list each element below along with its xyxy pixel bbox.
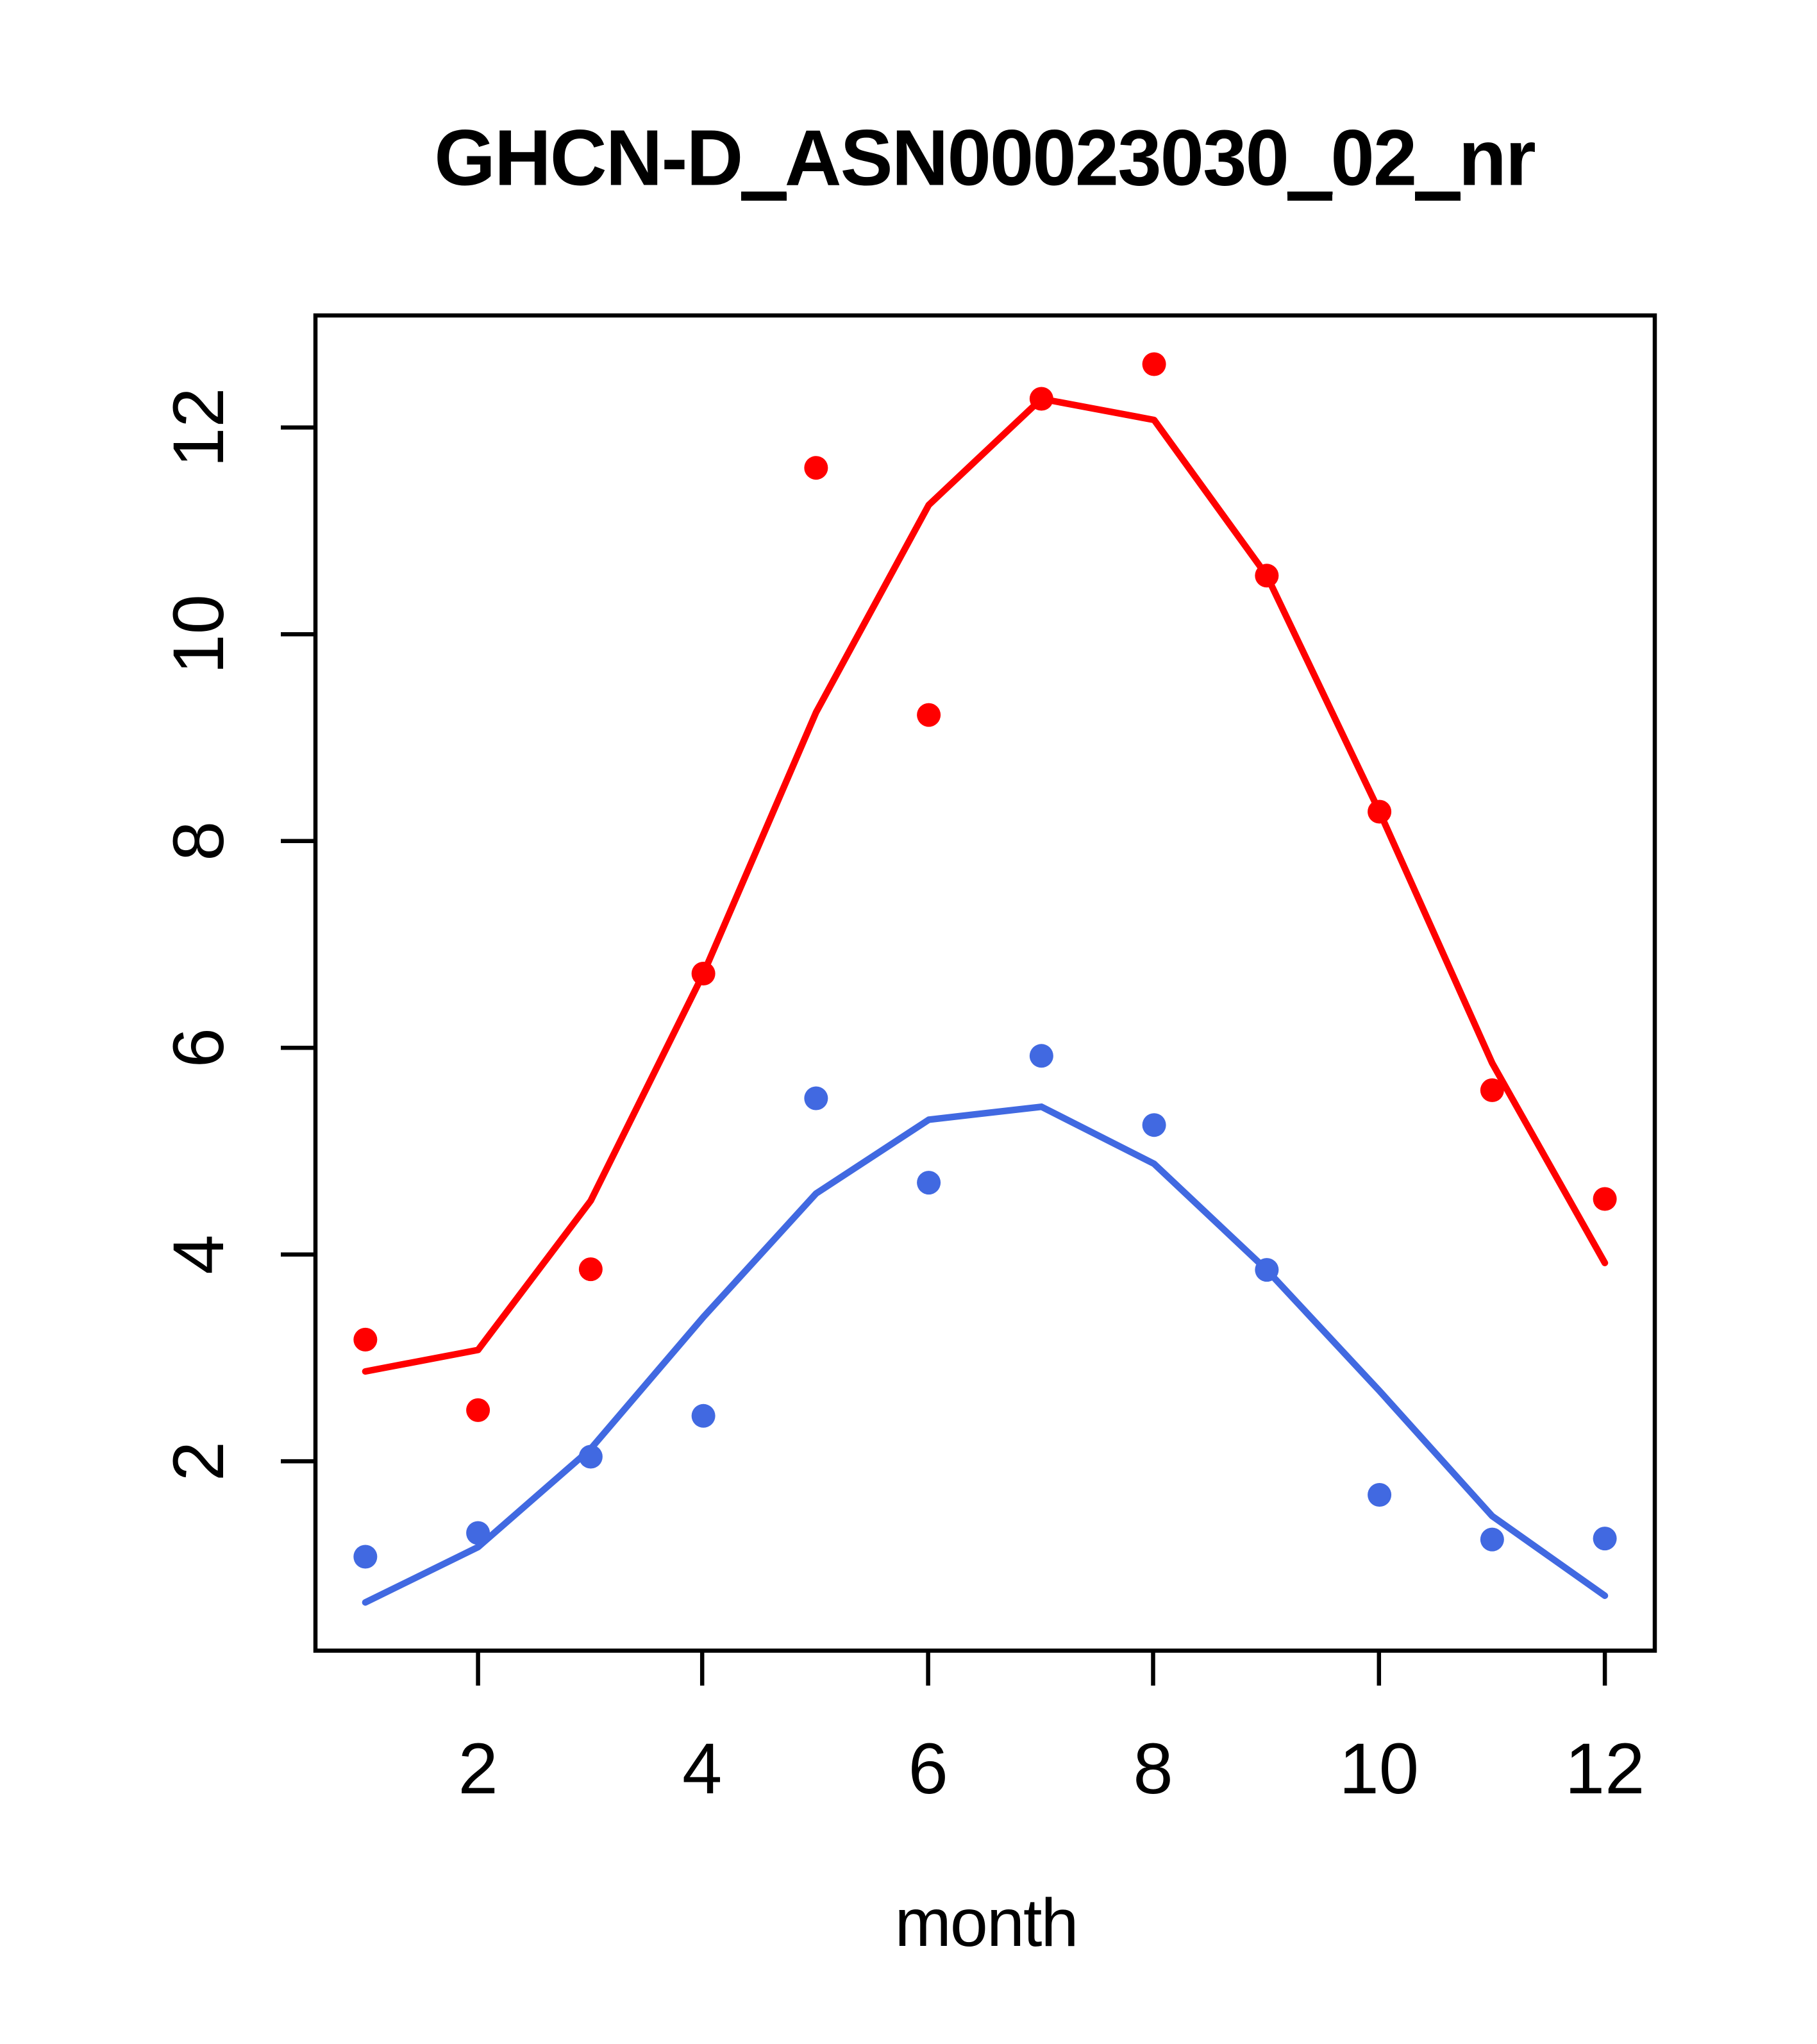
svg-text:12: 12 [1565, 1729, 1645, 1809]
svg-text:2: 2 [458, 1729, 498, 1809]
svg-text:12: 12 [158, 387, 239, 467]
svg-text:8: 8 [1133, 1729, 1173, 1809]
svg-text:2: 2 [158, 1441, 239, 1481]
svg-text:4: 4 [158, 1234, 239, 1274]
svg-text:10: 10 [158, 594, 239, 674]
svg-text:6: 6 [908, 1729, 948, 1809]
svg-text:GHCN-D_ASN00023030_02_nr: GHCN-D_ASN00023030_02_nr [434, 114, 1536, 202]
svg-text:month: month [895, 1885, 1079, 1961]
svg-text:6: 6 [158, 1028, 239, 1068]
svg-text:10: 10 [1339, 1729, 1419, 1809]
svg-text:4: 4 [682, 1729, 722, 1809]
svg-text:8: 8 [158, 821, 239, 861]
